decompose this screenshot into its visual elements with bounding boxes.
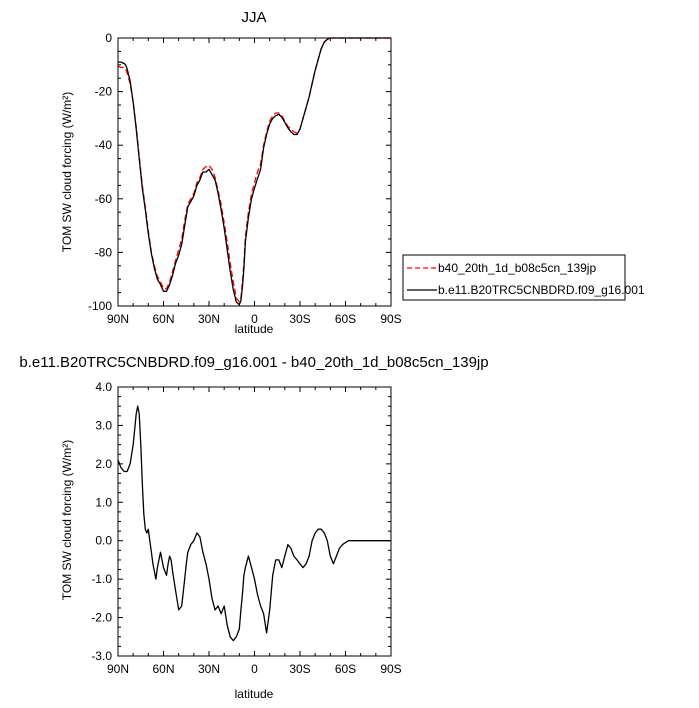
panel-1-ytick-label: -3.0	[91, 649, 112, 663]
panel-1-ytick-label: 0.0	[95, 534, 112, 548]
legend-label-1: b.e11.B20TRC5CNBDRD.f09_g16.001	[438, 283, 645, 297]
panel-0-series-line-0	[117, 37, 391, 303]
top-panel-title: JJA	[241, 9, 266, 26]
bottom-panel-plot-frame	[117, 386, 392, 657]
bottom-panel-title: b.e11.B20TRC5CNBDRD.f09_g16.001 - b40_20…	[19, 354, 488, 371]
panel-0-series-line-1	[118, 37, 391, 306]
panel-1-ytick-label: -2.0	[91, 611, 112, 625]
panel-1-xtick-label: 30S	[289, 662, 310, 676]
top-panel-xlabel: latitude	[235, 322, 274, 336]
legend: b40_20th_1d_b08c5cn_139jp b.e11.B20TRC5C…	[402, 254, 645, 301]
panel-0-xtick-label: 0	[251, 312, 258, 326]
panel-1-ytick-label: 3.0	[95, 418, 112, 432]
top-panel-series-group	[117, 37, 391, 306]
panel-0-xtick-label: 60N	[152, 312, 174, 326]
bottom-panel-ticks: 90N 60N 30N 0 30S 60S 90S 4.0 3.0 2.0 1.0 0.0 -1.0 -2…	[91, 380, 401, 676]
panel-1-xtick-label: 90N	[107, 662, 129, 676]
panel-1-ytick-label: -1.0	[91, 572, 112, 586]
panel-1-ytick-label: 1.0	[95, 495, 112, 509]
legend-label-0: b40_20th_1d_b08c5cn_139jp	[438, 261, 596, 275]
bottom-panel: b.e11.B20TRC5CNBDRD.f09_g16.001 - b40_20…	[19, 354, 488, 701]
panel-0-ytick-label: -100	[88, 299, 112, 313]
panel-1-xtick-label: 60S	[335, 662, 356, 676]
panel-0-xtick-label: 30N	[198, 312, 220, 326]
panel-1-xtick-label: 60N	[152, 662, 174, 676]
top-panel-plot-frame	[117, 37, 392, 307]
bottom-panel-ylabel: TOM SW cloud forcing (W/m²)	[60, 440, 74, 600]
panel-1-series-line-0	[117, 405, 391, 642]
panel-1-ytick-label: 4.0	[95, 380, 112, 394]
panel-1-xtick-label: 0	[251, 662, 258, 676]
top-panel: JJA TOM SW cloud forcing (W/m²) latitude…	[60, 9, 402, 336]
panel-1-ytick-label: 2.0	[95, 457, 112, 471]
legend-box	[402, 254, 626, 301]
panel-0-ytick-label: -40	[95, 138, 113, 152]
panel-0-xtick-label: 90S	[380, 312, 401, 326]
bottom-panel-series-group	[117, 405, 391, 642]
top-panel-ylabel: TOM SW cloud forcing (W/m²)	[60, 92, 74, 252]
panel-1-xtick-label: 90S	[380, 662, 401, 676]
panel-0-ytick-label: -20	[95, 85, 113, 99]
panel-0-xtick-label: 30S	[289, 312, 310, 326]
panel-0-xtick-label: 60S	[335, 312, 356, 326]
panel-0-ytick-label: -60	[95, 192, 113, 206]
panel-0-ytick-label: 0	[105, 31, 112, 45]
panel-1-xtick-label: 30N	[198, 662, 220, 676]
panel-0-ytick-label: -80	[95, 245, 113, 259]
top-panel-ticks: 90N 60N 30N 0 30S 60S 90S 0 -20 -40 -60 -80 -100	[88, 31, 402, 326]
bottom-panel-xlabel: latitude	[235, 687, 274, 701]
panel-0-xtick-label: 90N	[107, 312, 129, 326]
